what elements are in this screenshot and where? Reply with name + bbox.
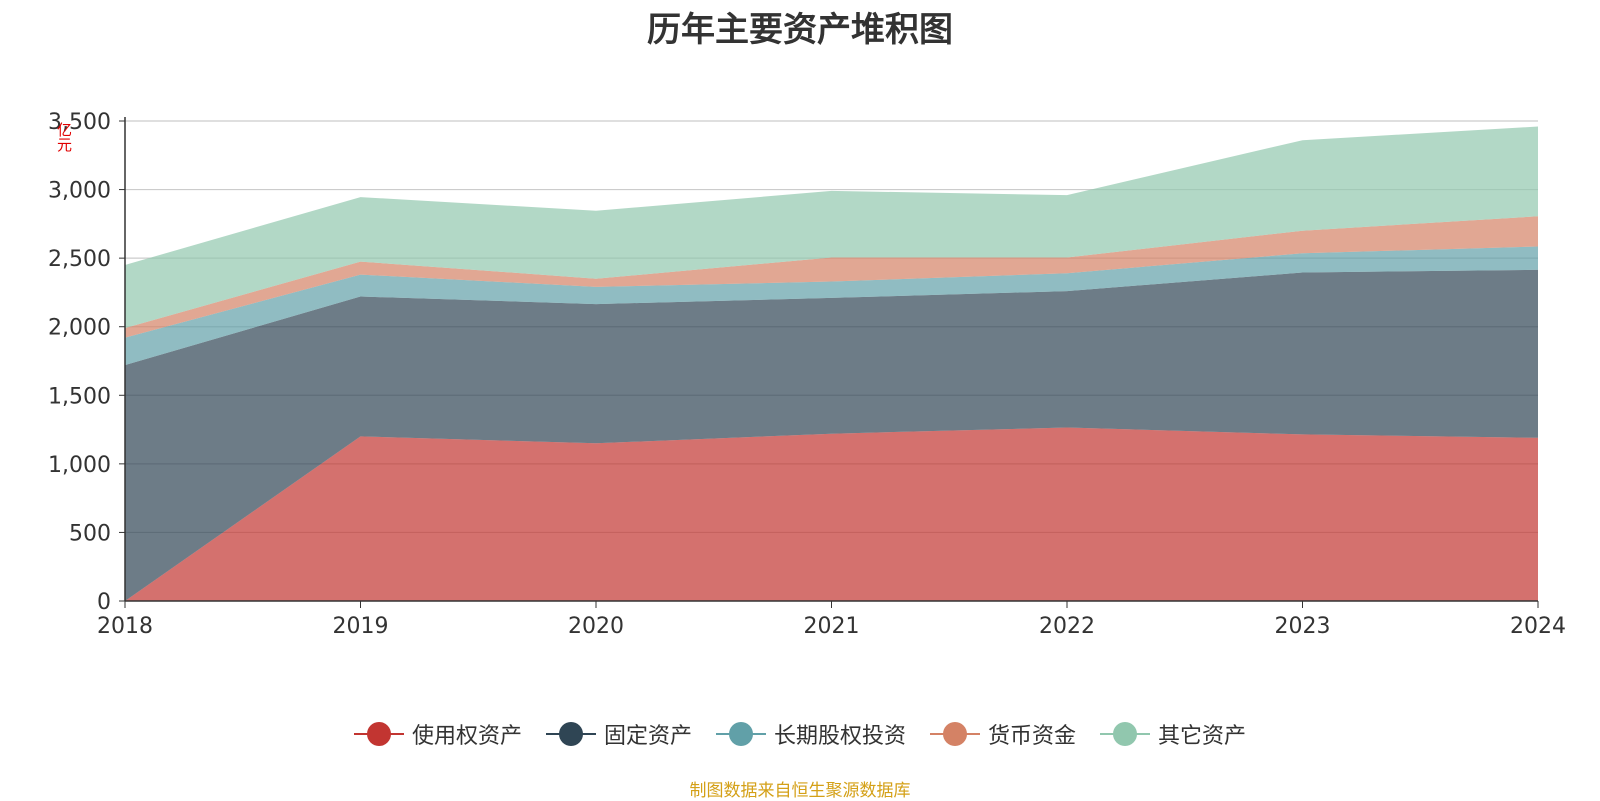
legend-marker-icon	[930, 721, 980, 747]
x-tick-label: 2018	[97, 614, 153, 639]
area-series	[125, 126, 1538, 601]
y-tick-label: 0	[97, 590, 111, 615]
legend-item[interactable]: 固定资产	[545, 718, 692, 750]
x-tick-label: 2021	[804, 614, 860, 639]
x-tick-label: 2019	[333, 614, 389, 639]
x-tick-label: 2020	[568, 614, 624, 639]
y-tick-label: 2,000	[48, 316, 111, 341]
x-tick-label: 2023	[1275, 614, 1331, 639]
x-tick-label: 2022	[1039, 614, 1095, 639]
y-tick-label: 3,500	[48, 110, 111, 135]
y-tick-label: 2,500	[48, 247, 111, 272]
legend-item[interactable]: 长期股权投资	[715, 718, 906, 750]
legend-label: 使用权资产	[411, 724, 522, 749]
legend-marker-icon	[545, 721, 596, 747]
legend-marker-icon	[1100, 721, 1151, 747]
legend-label: 长期股权投资	[773, 724, 906, 749]
legend-item[interactable]: 使用权资产	[353, 718, 522, 750]
y-tick-label: 3,000	[48, 179, 111, 204]
legend-marker-icon	[353, 721, 404, 747]
source-note: 制图数据来自恒生聚源数据库	[689, 781, 911, 801]
chart-plot: 0 500 1,000 1,500 2,000 2,500 3,000 3,500 2018 20…	[48, 110, 1566, 639]
y-tick-label: 1,500	[48, 384, 111, 409]
area-使用权资产	[125, 427, 1538, 601]
y-axis-unit-label: 亿元	[55, 122, 73, 152]
x-tick-label: 2024	[1510, 614, 1566, 639]
legend-label: 其它资产	[1158, 724, 1247, 749]
y-tick-label: 500	[69, 521, 111, 546]
legend-item[interactable]: 其它资产	[1100, 718, 1246, 750]
legend-item[interactable]: 货币资金	[930, 718, 1076, 750]
area-其它资产	[125, 126, 1538, 329]
legend-label: 固定资产	[603, 724, 692, 749]
area-货币资金	[125, 216, 1538, 338]
y-tick-label: 1,000	[48, 453, 111, 478]
legend: 使用权资产 固定资产 长期股权投资 货币资金 其它资产	[0, 718, 1600, 750]
axes: 0 500 1,000 1,500 2,000 2,500 3,000 3,500 2018 20…	[48, 110, 1566, 639]
area-长期股权投资	[125, 246, 1538, 366]
chart-title: 历年主要资产堆积图	[647, 10, 953, 50]
area-固定资产	[125, 269, 1538, 601]
legend-marker-icon	[715, 721, 766, 747]
legend-label: 货币资金	[988, 724, 1077, 749]
